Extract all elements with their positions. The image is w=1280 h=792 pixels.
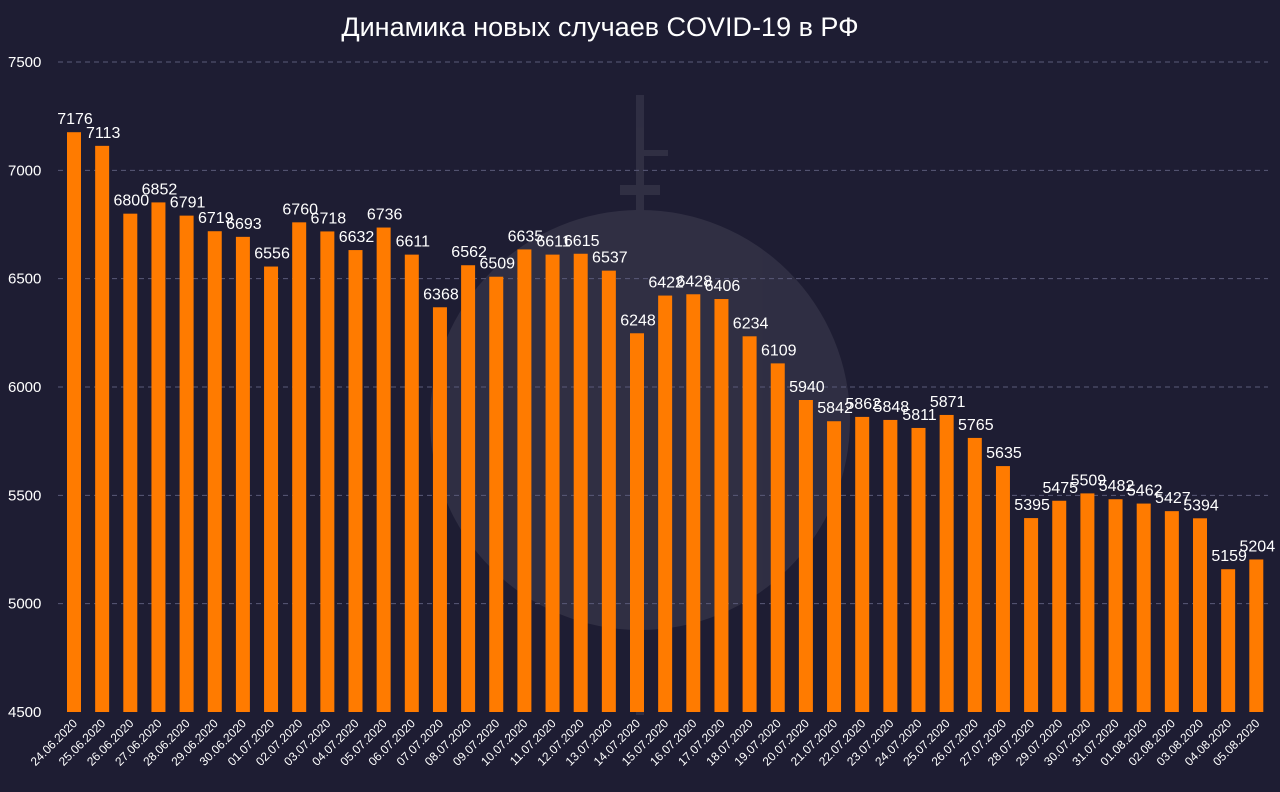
bar xyxy=(292,222,307,713)
bar xyxy=(95,145,110,713)
data-label: 6562 xyxy=(451,244,487,261)
data-label: 6248 xyxy=(620,312,656,329)
data-label: 6615 xyxy=(564,233,600,250)
data-label: 6611 xyxy=(396,234,431,251)
bar xyxy=(376,227,391,713)
data-label: 5204 xyxy=(1240,538,1276,555)
bar xyxy=(686,294,701,712)
data-label: 6406 xyxy=(705,278,741,295)
data-label: 5635 xyxy=(986,445,1022,462)
bar xyxy=(489,276,504,712)
y-tick-label: 7500 xyxy=(8,54,41,71)
chart-title: Динамика новых случаев COVID-19 в РФ xyxy=(341,12,859,42)
bar xyxy=(151,202,166,712)
data-label: 5427 xyxy=(1155,490,1191,507)
data-label: 6736 xyxy=(367,207,403,224)
data-label: 6428 xyxy=(677,273,713,290)
data-label: 6632 xyxy=(339,229,375,246)
data-label: 5475 xyxy=(1042,480,1078,497)
data-label: 6611 xyxy=(536,234,571,251)
bar xyxy=(827,421,842,712)
bar xyxy=(939,414,954,712)
y-tick-label: 5000 xyxy=(8,596,41,613)
data-label: 6509 xyxy=(479,256,515,273)
data-label: 5394 xyxy=(1183,497,1219,514)
bar xyxy=(995,466,1010,712)
bar xyxy=(1221,569,1236,712)
bar xyxy=(967,437,982,712)
bar xyxy=(404,254,419,712)
data-label: 5482 xyxy=(1099,478,1135,495)
bar xyxy=(1080,493,1095,712)
bar xyxy=(1136,503,1151,712)
bar xyxy=(179,215,194,712)
data-label: 5871 xyxy=(930,394,966,411)
bar xyxy=(911,427,926,712)
bar xyxy=(855,416,870,712)
bar xyxy=(770,363,785,712)
bar xyxy=(123,213,138,712)
data-label: 6635 xyxy=(508,228,544,245)
bar xyxy=(1024,518,1039,712)
data-label: 7113 xyxy=(86,125,121,142)
data-label: 5940 xyxy=(789,379,825,396)
bar xyxy=(630,333,644,712)
data-label: 5395 xyxy=(1014,497,1050,514)
data-label: 6109 xyxy=(761,342,797,359)
y-tick-label: 5500 xyxy=(8,487,41,504)
y-tick-label: 6500 xyxy=(8,271,41,288)
data-label: 6718 xyxy=(311,210,347,227)
data-label: 6422 xyxy=(648,275,684,292)
bar xyxy=(264,266,279,712)
data-label: 6234 xyxy=(733,315,769,332)
y-tick-label: 4500 xyxy=(8,704,41,721)
bar xyxy=(1249,559,1264,712)
data-label: 6556 xyxy=(254,246,290,263)
data-label: 6800 xyxy=(114,193,150,210)
bar xyxy=(742,336,757,712)
bar xyxy=(235,236,250,712)
data-label: 5509 xyxy=(1071,472,1107,489)
data-label: 5159 xyxy=(1211,548,1247,565)
bar xyxy=(1052,500,1067,712)
data-label: 6852 xyxy=(142,181,178,198)
bar xyxy=(461,265,476,712)
bar xyxy=(320,231,335,712)
bar xyxy=(1108,499,1123,712)
y-tick-label: 7000 xyxy=(8,162,41,179)
data-label: 7176 xyxy=(57,111,93,128)
bar xyxy=(1193,518,1207,712)
bar xyxy=(545,254,560,712)
data-label: 6693 xyxy=(226,216,262,233)
data-label: 6368 xyxy=(423,286,459,303)
data-label: 5842 xyxy=(817,400,853,417)
data-label: 5811 xyxy=(902,407,937,424)
bar xyxy=(573,253,588,712)
bar xyxy=(207,231,222,712)
bar xyxy=(67,132,81,712)
bar xyxy=(517,249,532,712)
data-label: 6760 xyxy=(282,201,318,218)
bar xyxy=(348,250,363,713)
data-label: 6719 xyxy=(198,210,234,227)
bar xyxy=(714,299,729,712)
bar xyxy=(432,307,447,712)
data-label: 5462 xyxy=(1127,483,1163,500)
bar xyxy=(883,419,898,712)
bar xyxy=(1164,511,1179,712)
data-label: 5765 xyxy=(958,417,994,434)
data-label: 5848 xyxy=(874,399,910,416)
bar xyxy=(601,270,616,712)
data-label: 5862 xyxy=(845,396,881,413)
bar xyxy=(798,400,813,712)
y-tick-label: 6000 xyxy=(8,379,41,396)
bar xyxy=(658,295,673,712)
data-label: 6537 xyxy=(592,250,628,267)
data-label: 6791 xyxy=(170,195,206,212)
